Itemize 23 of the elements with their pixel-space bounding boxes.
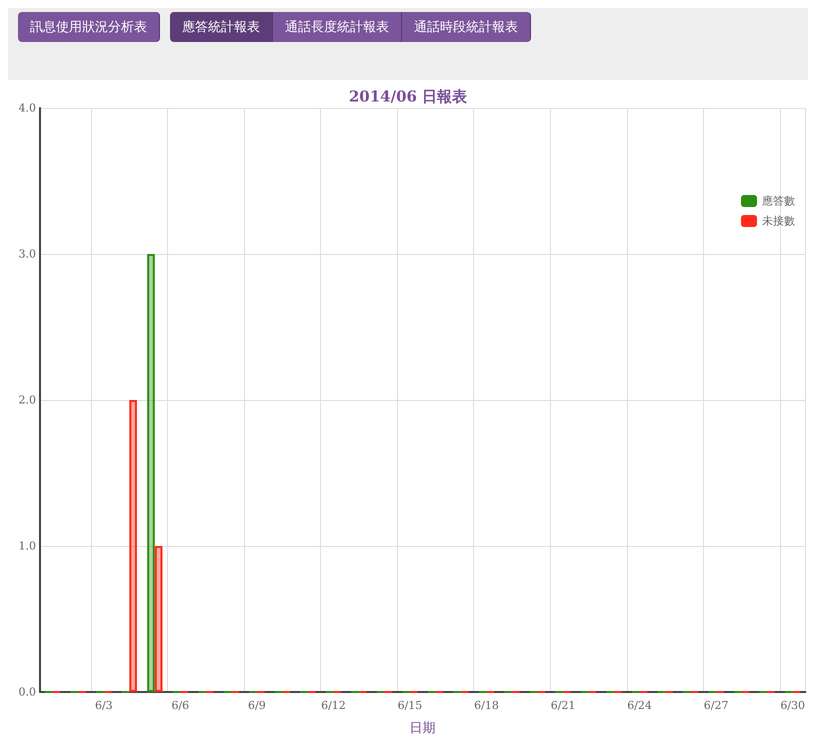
x-tick-label: 6/15 — [398, 699, 422, 712]
x-tick-label: 6/12 — [321, 699, 346, 712]
chart-title: 2014/06 日報表 — [348, 88, 468, 106]
y-tick-label: 2.0 — [18, 394, 36, 406]
x-tick-label: 6/9 — [248, 699, 266, 712]
x-tick-label: 6/24 — [627, 699, 652, 712]
x-tick-label: 6/30 — [780, 699, 806, 712]
legend-label: 應答數 — [762, 194, 795, 208]
y-tick-label: 4.0 — [18, 102, 36, 114]
tab-button: 訊息使用狀況分析表 — [18, 12, 160, 42]
tab-button: 通話時段統計報表 — [402, 12, 531, 42]
y-tick-label: 3.0 — [18, 248, 36, 260]
x-tick-label: 6/6 — [171, 699, 190, 712]
x-axis-title: 日期 — [410, 721, 436, 736]
x-tick-label: 6/18 — [474, 699, 499, 712]
tab-button: 應答統計報表 — [170, 12, 273, 42]
x-tick-label: 6/27 — [704, 699, 728, 712]
legend-label: 未接數 — [762, 214, 795, 228]
x-tick-label: 6/3 — [94, 699, 113, 712]
y-tick-label: 0.0 — [18, 686, 36, 698]
x-tick-label: 6/21 — [550, 699, 576, 712]
tab-button: 通話長度統計報表 — [273, 12, 402, 42]
y-tick-label: 1.0 — [18, 540, 36, 552]
